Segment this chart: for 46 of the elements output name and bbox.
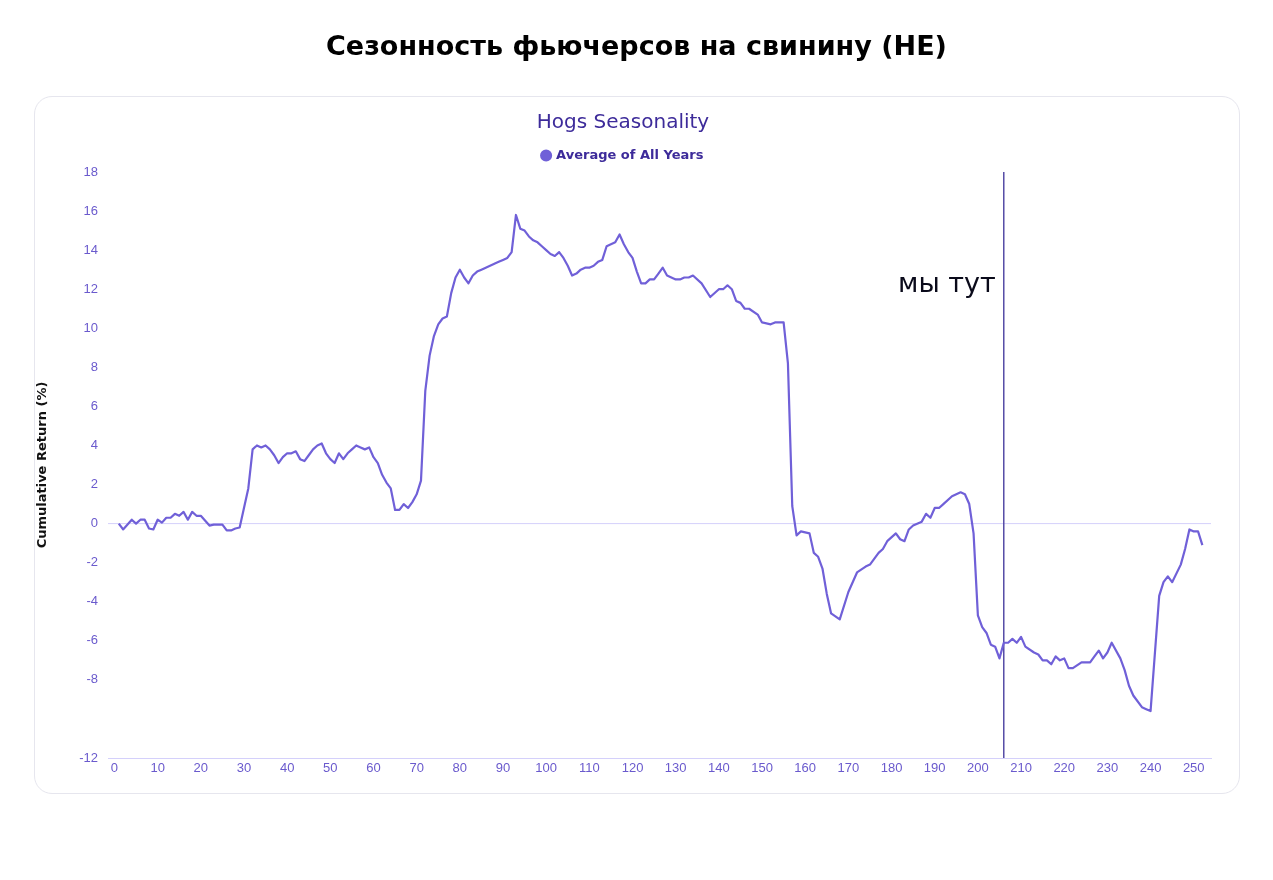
- y-tick-label: 6: [90, 397, 98, 413]
- y-tick-label: 16: [83, 202, 98, 218]
- x-tick-label: 0: [110, 760, 119, 776]
- x-tick-label: 180: [880, 760, 903, 776]
- legend-label: Average of All Years: [556, 146, 704, 162]
- x-tick-label: 90: [495, 760, 511, 776]
- x-tick-label: 130: [664, 760, 687, 776]
- x-tick-label: 190: [923, 760, 946, 776]
- x-tick-label: 240: [1139, 760, 1162, 776]
- y-tick-label: -8: [86, 671, 98, 687]
- y-tick-label: 14: [83, 241, 98, 257]
- ref-line-label: мы тут: [898, 267, 996, 299]
- x-tick-label: 30: [236, 760, 252, 776]
- y-tick-label: 0: [90, 515, 98, 531]
- x-tick-label: 250: [1182, 760, 1205, 776]
- y-axis-title: Cumulative Return (%): [34, 381, 50, 549]
- y-tick-label: 4: [90, 437, 98, 453]
- x-tick-label: 100: [535, 760, 558, 776]
- y-tick-label: -4: [86, 593, 98, 609]
- x-tick-label: 160: [794, 760, 817, 776]
- x-tick-label: 110: [578, 760, 600, 776]
- x-tick-label: 80: [452, 760, 468, 776]
- x-tick-label: 120: [621, 760, 644, 776]
- x-tick-label: 210: [1010, 760, 1032, 776]
- y-tick-label: -6: [86, 632, 98, 648]
- y-tick-label: -12: [79, 749, 98, 765]
- x-tick-label: 20: [193, 760, 209, 776]
- x-tick-label: 140: [708, 760, 730, 776]
- x-tick-label: 150: [751, 760, 773, 776]
- x-tick-label: 200: [967, 760, 989, 776]
- x-tick-label: 60: [366, 760, 381, 776]
- x-tick-label: 220: [1053, 760, 1076, 776]
- x-tick-label: 170: [837, 760, 860, 776]
- chart-title: Сезонность фьючерсов на свинину (HE): [325, 30, 948, 61]
- x-tick-label: 230: [1096, 760, 1119, 776]
- y-tick-label: -2: [86, 554, 98, 570]
- y-tick-label: 12: [83, 280, 98, 296]
- x-tick-label: 40: [279, 760, 295, 776]
- x-tick-label: 50: [323, 760, 338, 776]
- y-tick-label: 18: [83, 163, 98, 179]
- y-tick-label: 8: [90, 358, 98, 374]
- chart-subtitle: Hogs Seasonality: [536, 109, 710, 134]
- x-tick-label: 10: [150, 760, 165, 776]
- y-tick-label: 2: [90, 476, 98, 492]
- x-tick-label: 70: [409, 760, 424, 776]
- y-tick-label: 10: [83, 319, 98, 335]
